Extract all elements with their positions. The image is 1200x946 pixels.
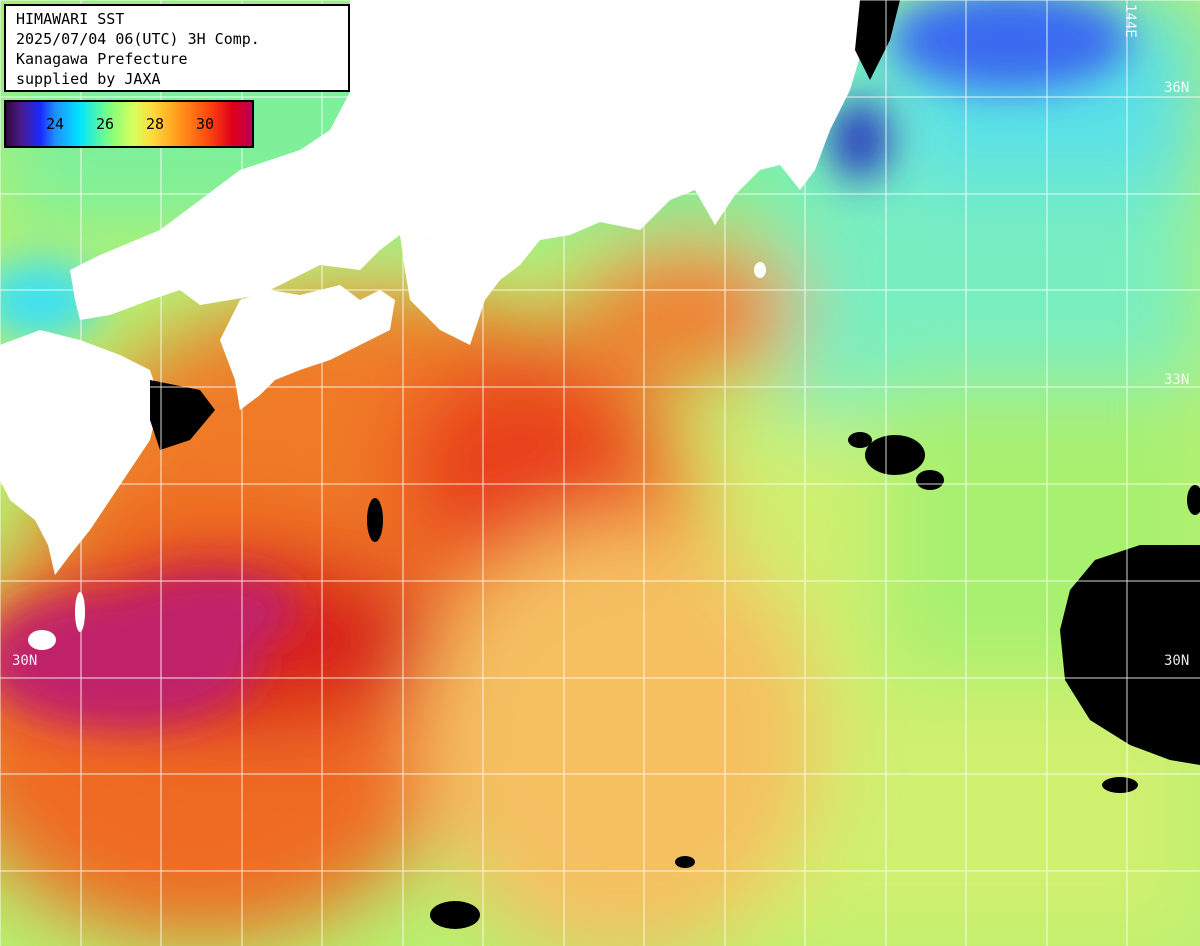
- caption-title: HIMAWARI SST: [16, 10, 125, 28]
- lat-label-33n: 33N: [1164, 372, 1190, 388]
- shikoku-land: [220, 285, 395, 410]
- lat-label-36n: 36N: [1164, 80, 1190, 96]
- legend-tick-26: 26: [96, 115, 115, 133]
- caption-datetime: 2025/07/04 06(UTC) 3H Comp.: [16, 30, 260, 48]
- lon-label-144e: 144E: [1122, 4, 1138, 38]
- land: [0, 0, 865, 650]
- cloud-mask: [150, 0, 1200, 929]
- legend-tick-30: 30: [196, 115, 215, 133]
- caption-region: Kanagawa Prefecture: [16, 50, 188, 68]
- honshu-land: [70, 0, 865, 345]
- cloud-east: [1060, 545, 1200, 765]
- caption-box: HIMAWARI SST 2025/07/04 06(UTC) 3H Comp.…: [4, 4, 350, 92]
- lat-label-30n-left: 30N: [12, 653, 38, 669]
- color-scale-legend: 24 26 28 30: [4, 100, 254, 148]
- legend-tick-24: 24: [46, 115, 65, 133]
- lon-label-136e: 136E: [478, 4, 494, 38]
- lat-label-30n-right: 30N: [1164, 653, 1190, 669]
- kyushu-land: [0, 330, 160, 575]
- legend-tick-28: 28: [146, 115, 165, 133]
- cloud-kyushu-coast: [150, 380, 215, 450]
- cloud-northeast: [855, 0, 900, 80]
- caption-source: supplied by JAXA: [16, 70, 161, 88]
